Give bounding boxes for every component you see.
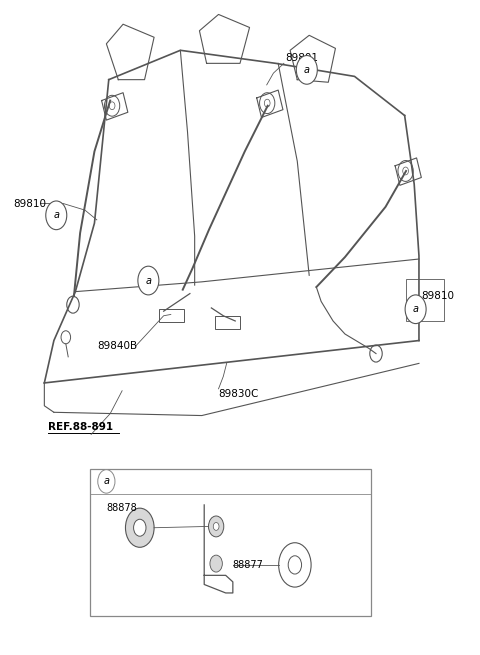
Circle shape xyxy=(133,519,146,536)
Text: 88878: 88878 xyxy=(107,503,137,513)
Circle shape xyxy=(46,201,67,230)
Circle shape xyxy=(213,523,219,531)
Circle shape xyxy=(138,266,159,295)
Bar xyxy=(406,278,444,321)
Text: a: a xyxy=(145,276,151,286)
Bar xyxy=(159,309,184,322)
Circle shape xyxy=(210,555,222,572)
Text: 88877: 88877 xyxy=(233,560,264,570)
Text: a: a xyxy=(103,476,109,487)
Text: a: a xyxy=(413,304,419,314)
Text: 89840B: 89840B xyxy=(97,341,137,351)
Text: 89810: 89810 xyxy=(421,291,455,301)
Circle shape xyxy=(279,543,311,587)
Circle shape xyxy=(98,470,115,493)
Circle shape xyxy=(288,556,301,574)
Bar xyxy=(90,469,371,616)
Text: a: a xyxy=(53,210,59,220)
Bar xyxy=(215,316,240,329)
Text: a: a xyxy=(304,65,310,75)
Circle shape xyxy=(208,516,224,537)
Text: 89810: 89810 xyxy=(13,198,46,208)
Text: 89801: 89801 xyxy=(285,53,318,63)
Circle shape xyxy=(296,56,317,84)
Circle shape xyxy=(405,295,426,324)
Text: REF.88-891: REF.88-891 xyxy=(48,422,113,432)
Text: 89830C: 89830C xyxy=(218,389,259,399)
Circle shape xyxy=(125,508,154,548)
